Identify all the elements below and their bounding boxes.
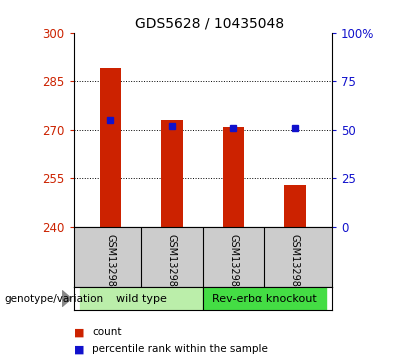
- Text: genotype/variation: genotype/variation: [4, 294, 103, 303]
- Bar: [203, 287, 326, 310]
- Text: count: count: [92, 327, 122, 337]
- Text: wild type: wild type: [116, 294, 167, 303]
- Text: percentile rank within the sample: percentile rank within the sample: [92, 344, 268, 354]
- Bar: [80, 287, 203, 310]
- Bar: [284, 185, 306, 227]
- Text: ■: ■: [74, 344, 84, 354]
- Text: GDS5628 / 10435048: GDS5628 / 10435048: [135, 16, 285, 30]
- Text: GSM1329814: GSM1329814: [290, 234, 300, 299]
- Bar: [100, 68, 121, 227]
- Text: GSM1329813: GSM1329813: [228, 234, 239, 299]
- Text: GSM1329811: GSM1329811: [105, 234, 116, 299]
- Text: ■: ■: [74, 327, 84, 337]
- Bar: [223, 127, 244, 227]
- Bar: [161, 120, 183, 227]
- Text: GSM1329812: GSM1329812: [167, 234, 177, 299]
- Text: Rev-erbα knockout: Rev-erbα knockout: [212, 294, 317, 303]
- Polygon shape: [62, 290, 71, 306]
